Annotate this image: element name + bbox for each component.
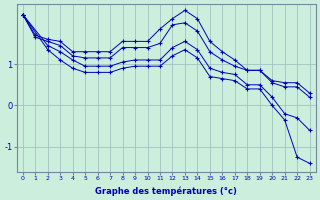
X-axis label: Graphe des températures (°c): Graphe des températures (°c) [95,186,237,196]
